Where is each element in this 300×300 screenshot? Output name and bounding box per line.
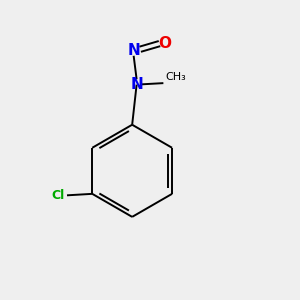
Text: CH₃: CH₃ <box>166 72 187 82</box>
Text: O: O <box>158 35 171 50</box>
Text: Cl: Cl <box>52 189 65 202</box>
Text: N: N <box>130 77 143 92</box>
Text: N: N <box>127 43 140 58</box>
